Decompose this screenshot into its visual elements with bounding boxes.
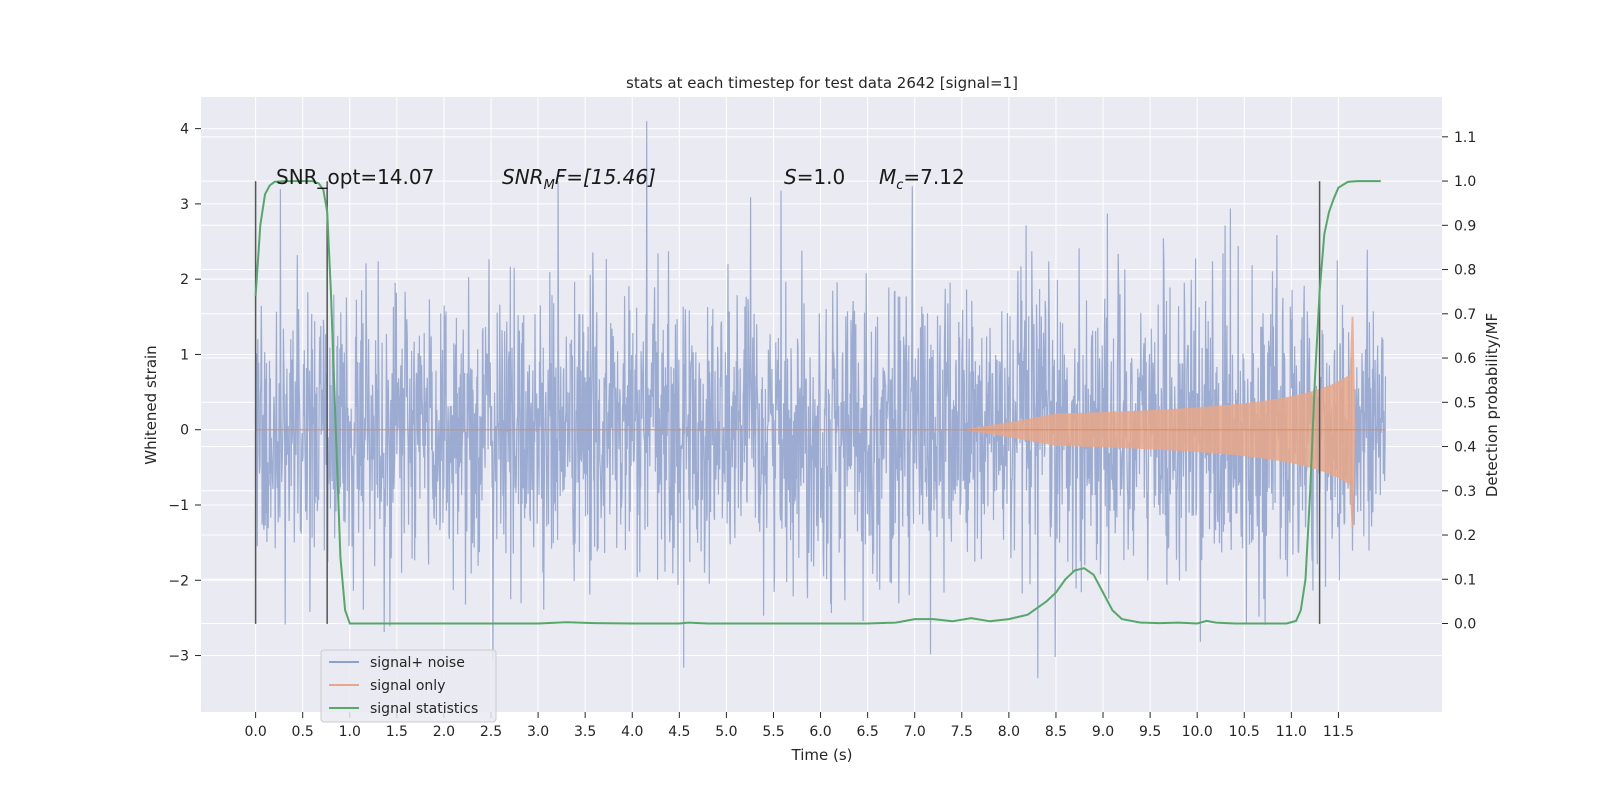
x-axis-ticks: 0.0 0.5 1.0 1.5 2.0 2.5 3.0 3.5 4.0 4.5 5.0 5.5 6.0 6…: [244, 712, 1354, 740]
y-axis-label: Whitened strain: [142, 345, 160, 464]
y2-tick-label-5: 0.6: [1454, 351, 1476, 367]
annotation-mc-value: =7.12: [903, 165, 964, 189]
x-tick-label-16: 8.0: [998, 724, 1020, 740]
x-tick-label-8: 4.0: [621, 724, 643, 740]
x-tick-label-12: 6.0: [809, 724, 831, 740]
x-tick-label-17: 8.5: [1045, 724, 1067, 740]
x-tick-label-7: 3.5: [574, 724, 596, 740]
y-axis-ticks: 4 3 2 1 0 −1 −2 −3: [168, 122, 201, 665]
y2-tick-label-11: 0.0: [1454, 617, 1476, 633]
y2-tick-label-3: 0.8: [1454, 263, 1476, 279]
y-axis-right-label: Detection probability/MF: [1483, 313, 1501, 497]
x-tick-label-14: 7.0: [904, 724, 926, 740]
x-tick-label-20: 10.0: [1182, 724, 1213, 740]
signal-only-band: [255, 316, 1386, 528]
y-tick-label-4: 0: [180, 423, 189, 439]
x-tick-label-1: 0.5: [292, 724, 314, 740]
vertical-markers: [254, 181, 1321, 624]
y2-tick-label-2: 0.9: [1454, 218, 1476, 234]
y2-tick-label-6: 0.5: [1454, 395, 1476, 411]
statistics-line: [254, 180, 1381, 625]
annotation-mc-sub: c: [896, 178, 903, 193]
y2-tick-label-9: 0.2: [1454, 528, 1476, 544]
annotation-mc: Mc=7.12: [879, 165, 965, 193]
annotation-mc-var: M: [879, 165, 896, 189]
chart-title: stats at each timestep for test data 264…: [626, 74, 1018, 92]
y2-tick-label-1: 1.0: [1454, 174, 1476, 190]
y2-tick-label-10: 0.1: [1454, 572, 1476, 588]
annotation-s: S=1.0: [784, 165, 845, 189]
x-tick-label-4: 2.0: [433, 724, 455, 740]
annotation-snr-mf: SNRMF=[15.46]: [502, 165, 656, 193]
y-tick-label-7: −3: [168, 649, 189, 665]
annotation-snr-mf-suffix: F=[15.46]: [555, 165, 656, 189]
x-tick-label-21: 10.5: [1229, 724, 1260, 740]
x-tick-label-19: 9.5: [1139, 724, 1161, 740]
legend-label-signal-only: signal only: [370, 678, 445, 694]
x-tick-label-11: 5.5: [762, 724, 784, 740]
y2-tick-label-4: 0.7: [1454, 307, 1476, 323]
x-tick-label-18: 9.0: [1092, 724, 1114, 740]
y-axis-right-ticks: 1.1 1.0 0.9 0.8 0.7 0.6 0.5 0.4 0.3 0.2 0.1 0.0: [1442, 130, 1476, 633]
annotation-snr-opt: SNR_opt=14.07: [276, 165, 434, 189]
y-tick-label-5: −1: [168, 498, 189, 514]
x-tick-label-9: 4.5: [668, 724, 690, 740]
x-tick-label-3: 1.5: [386, 724, 408, 740]
annotation-s-var: S: [784, 165, 797, 189]
annotation-snr-mf-sub: M: [544, 178, 555, 193]
y2-tick-label-0: 1.1: [1454, 130, 1476, 146]
x-tick-label-10: 5.0: [715, 724, 737, 740]
x-tick-label-0: 0.0: [244, 724, 266, 740]
x-tick-label-2: 1.0: [339, 724, 361, 740]
annotation-s-value: =1.0: [797, 165, 846, 189]
series-signal-only: [255, 316, 1386, 528]
x-tick-label-23: 11.5: [1323, 724, 1354, 740]
x-axis-label: Time (s): [791, 746, 853, 764]
y2-tick-label-8: 0.3: [1454, 484, 1476, 500]
y2-tick-label-7: 0.4: [1454, 440, 1476, 456]
legend: signal+ noise signal only signal statist…: [320, 649, 497, 723]
x-tick-label-6: 3.0: [527, 724, 549, 740]
y-tick-label-0: 4: [180, 122, 189, 138]
x-tick-label-15: 7.5: [951, 724, 973, 740]
x-tick-label-22: 11.0: [1276, 724, 1307, 740]
legend-label-signal-statistics: signal statistics: [370, 701, 478, 717]
y-tick-label-3: 1: [180, 347, 189, 363]
y-tick-label-1: 3: [180, 197, 189, 213]
series-signal-statistics: [254, 180, 1381, 625]
x-tick-label-13: 6.5: [857, 724, 879, 740]
x-tick-label-5: 2.5: [480, 724, 502, 740]
legend-box: [320, 649, 497, 723]
annotation-snr-mf-prefix: SNR: [502, 165, 544, 189]
legend-label-signal-plus-noise: signal+ noise: [370, 655, 465, 671]
y-tick-label-6: −2: [168, 573, 189, 589]
y-tick-label-2: 2: [180, 272, 189, 288]
